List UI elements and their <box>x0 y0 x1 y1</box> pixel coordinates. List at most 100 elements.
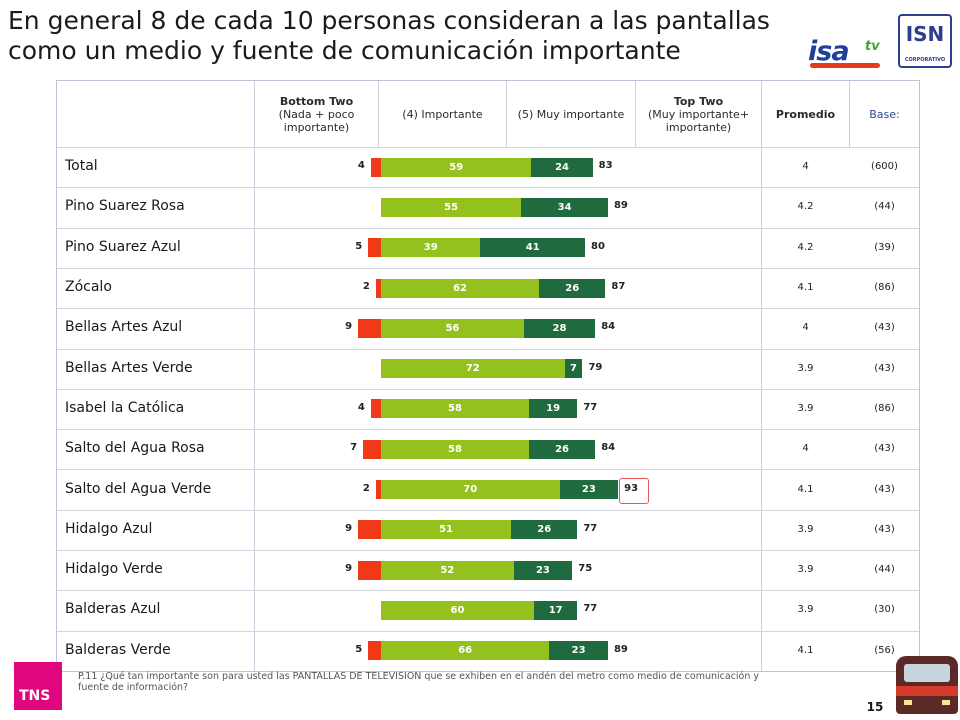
base-value: (86) <box>874 402 895 414</box>
importante-bar: 51 <box>381 520 512 540</box>
base-value: (30) <box>874 604 895 616</box>
base-value: (39) <box>874 241 895 253</box>
promedio-value: 4.2 <box>797 201 814 213</box>
top-two-value: 77 <box>583 603 598 615</box>
page-number: 15 <box>866 700 884 714</box>
footnote-prefix: P.11 <box>78 671 98 682</box>
column-divider <box>761 81 762 671</box>
row-label: Zócalo <box>65 279 112 296</box>
muy-importante-bar: 24 <box>531 157 593 177</box>
bottom-two-value: 4 <box>357 160 365 172</box>
row-divider <box>57 267 919 269</box>
metro-train-image <box>896 656 958 714</box>
promedio-value: 4 <box>802 443 809 455</box>
header-muy-importante: (5) Muy importante <box>507 81 635 147</box>
bottom-two-value: 2 <box>362 281 370 293</box>
bottom-two-bar <box>375 480 381 500</box>
header-bottom-two: Bottom Two (Nada + poco importante) <box>255 81 378 147</box>
row-divider <box>57 550 919 551</box>
promedio-value: 3.9 <box>797 362 814 374</box>
base-value: (600) <box>871 161 898 173</box>
row-label: Balderas Azul <box>65 601 161 618</box>
importante-bar: 70 <box>381 480 560 500</box>
isn-logo-sub: CORPORATIVO <box>904 57 946 63</box>
base-value: (43) <box>874 483 895 495</box>
isa-logo-text: isa <box>808 36 850 67</box>
bottom-two-bar <box>370 399 381 419</box>
isn-logo-text: ISN <box>905 22 945 46</box>
header-top-two-sub: (Muy importante+ importante) <box>647 107 750 134</box>
bottom-two-bar <box>358 560 381 580</box>
header-bottom-two-sub: (Nada + poco importante) <box>278 107 355 134</box>
row-label: Hidalgo Azul <box>65 520 153 537</box>
importante-bar: 59 <box>381 157 532 177</box>
row-divider <box>57 630 919 632</box>
top-two-value: 93 <box>624 482 639 494</box>
muy-importante-bar: 26 <box>539 278 606 298</box>
top-two-value: 84 <box>601 442 616 454</box>
muy-importante-bar: 41 <box>480 238 585 258</box>
importante-bar: 55 <box>381 197 522 217</box>
base-value: (86) <box>874 282 895 294</box>
importante-bar: 60 <box>381 600 534 620</box>
top-two-value: 79 <box>588 361 603 373</box>
row-label: Total <box>65 158 98 175</box>
importante-bar: 56 <box>381 318 524 338</box>
bottom-two-bar <box>368 238 381 258</box>
header-importante: (4) Importante <box>379 81 506 147</box>
base-value: (44) <box>874 564 895 576</box>
footnote-text: ¿Qué tan importante son para usted las P… <box>78 671 760 693</box>
importante-bar: 58 <box>381 399 529 419</box>
slide-title-line-1: En general 8 de cada 10 personas conside… <box>8 6 770 35</box>
header-base-label: Base: <box>869 107 900 121</box>
top-two-value: 80 <box>591 240 605 252</box>
base-value: (44) <box>874 201 895 213</box>
isn-corporativo-logo: ISN CORPORATIVO <box>898 14 952 68</box>
importante-bar: 52 <box>381 560 514 580</box>
isa-logo-swoosh <box>810 63 880 68</box>
isa-logo-tv: tv <box>865 39 880 54</box>
bottom-two-bar <box>370 157 381 177</box>
header-base: Base: <box>850 81 919 147</box>
header-top-two: Top Two (Muy importante+ importante) <box>636 81 761 147</box>
bottom-two-value: 9 <box>345 563 353 575</box>
muy-importante-bar: 26 <box>511 520 578 540</box>
row-divider <box>57 227 919 229</box>
muy-importante-bar: 17 <box>534 600 578 620</box>
base-value: (43) <box>874 523 895 535</box>
top-two-value: 87 <box>611 281 626 293</box>
importante-bar: 66 <box>381 641 550 661</box>
importante-bar: 62 <box>381 278 540 298</box>
row-label: Pino Suarez Rosa <box>65 198 185 215</box>
top-two-value: 77 <box>583 522 598 534</box>
row-divider <box>57 147 919 148</box>
muy-importante-bar: 23 <box>549 641 608 661</box>
row-label: Hidalgo Verde <box>65 561 163 578</box>
top-two-value: 84 <box>601 321 616 333</box>
header-promedio-label: Promedio <box>775 107 836 121</box>
column-divider <box>635 81 636 147</box>
bottom-two-value: 4 <box>357 401 365 413</box>
bottom-two-value: 5 <box>355 643 363 655</box>
row-label: Bellas Artes Azul <box>65 319 183 336</box>
top-two-value: 89 <box>613 200 628 212</box>
promedio-value: 4.1 <box>797 282 814 294</box>
bottom-two-bar <box>363 439 381 459</box>
row-divider <box>57 308 919 310</box>
header-muy-importante-label: (5) Muy importante <box>517 107 625 121</box>
tns-logo-text: TNS <box>19 688 51 704</box>
header-promedio: Promedio <box>762 81 849 147</box>
bottom-two-value: 9 <box>345 321 353 333</box>
column-divider <box>254 81 255 671</box>
promedio-value: 4 <box>802 322 809 334</box>
importante-bar: 72 <box>381 359 565 379</box>
promedio-value: 4.1 <box>797 483 814 495</box>
promedio-value: 3.9 <box>797 523 814 535</box>
train-headlight <box>942 700 950 705</box>
bottom-two-value: 9 <box>345 522 353 534</box>
isa-tv-logo: isa tv <box>808 36 886 68</box>
row-divider <box>57 388 919 390</box>
muy-importante-bar: 28 <box>523 318 596 338</box>
header-top-two-title: Top Two <box>673 94 724 108</box>
bottom-two-value: 7 <box>350 442 358 454</box>
